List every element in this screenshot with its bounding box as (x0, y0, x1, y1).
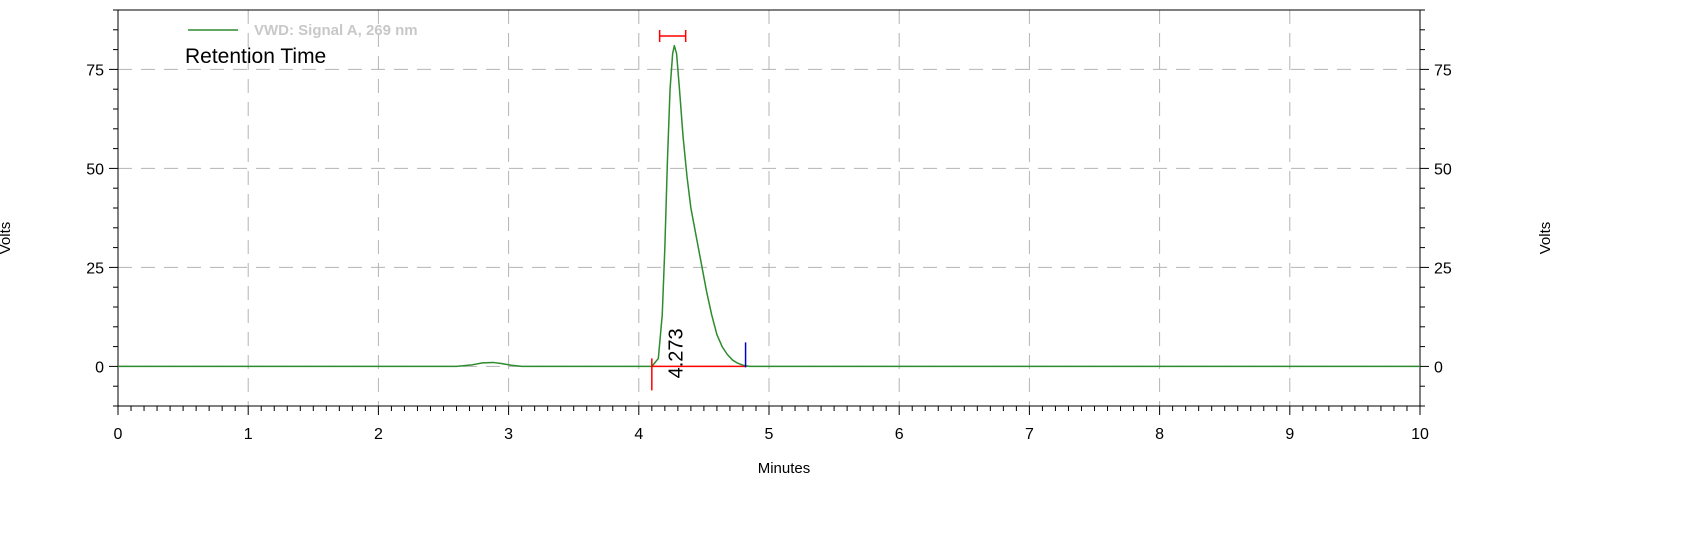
y-tick-label-left: 50 (86, 161, 104, 178)
x-tick-label: 10 (1411, 426, 1429, 443)
peak-markers: 4.273 (651, 30, 747, 391)
y-tick-label-right: 25 (1434, 260, 1452, 277)
x-tick-label: 1 (244, 426, 253, 443)
x-axis-title: Minutes (758, 460, 811, 477)
y-axis-title-left: Volts (0, 222, 14, 255)
peak-retention-label: 4.273 (665, 328, 687, 378)
y-tick-label-right: 0 (1434, 359, 1443, 376)
grid-lines (118, 10, 1420, 406)
x-tick-label: 8 (1155, 426, 1164, 443)
x-tick-label: 7 (1025, 426, 1034, 443)
x-tick-label: 0 (114, 426, 123, 443)
y-tick-label-left: 0 (95, 359, 104, 376)
y-tick-label-right: 75 (1434, 62, 1452, 79)
chart-subtitle: Retention Time (185, 45, 326, 68)
signal-trace (118, 44, 1420, 368)
x-tick-label: 9 (1285, 426, 1294, 443)
legend-label: VWD: Signal A, 269 nm (254, 22, 418, 39)
x-tick-label: 5 (765, 426, 774, 443)
axis-ticks (109, 9, 1429, 415)
y-tick-label-left: 75 (86, 62, 104, 79)
x-tick-label: 2 (374, 426, 383, 443)
tick-labels: 0 1 2 3 4 5 6 7 8 9 10 0 0 25 25 50 50 75 75 (86, 62, 1452, 443)
y-axis-title-right: Volts (1537, 222, 1554, 255)
x-tick-label: 3 (504, 426, 513, 443)
series-layer (118, 44, 1420, 368)
x-tick-label: 6 (895, 426, 904, 443)
y-tick-label-right: 50 (1434, 161, 1452, 178)
x-tick-label: 4 (634, 426, 643, 443)
y-tick-label-left: 25 (86, 260, 104, 277)
